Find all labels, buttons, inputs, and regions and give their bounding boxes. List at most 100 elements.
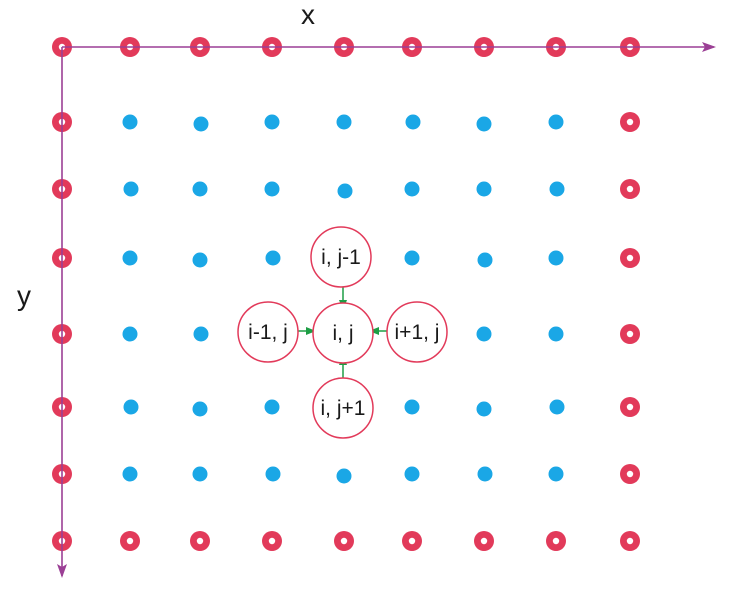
stencil-node-top: i, j-1 [310,226,372,288]
interior-point-dot [192,401,208,417]
boundary-point-center [626,185,634,193]
stencil-node-top-label: i, j-1 [321,246,361,269]
interior-point-dot [193,116,209,132]
boundary-point [620,531,640,551]
stencil-node-right-label: i+1, j [395,321,440,344]
interior-point [193,326,209,342]
interior-point [336,468,352,484]
interior-point [192,466,208,482]
interior-point [549,399,565,415]
interior-point-dot [122,326,138,342]
interior-point-dot [265,250,281,266]
interior-point [122,326,138,342]
interior-point-dot [192,181,208,197]
interior-point [477,252,493,268]
interior-point [265,466,281,482]
stencil-node-center: i, j [312,302,374,364]
interior-point-dot [192,252,208,268]
stencil-node-left-label: i-1, j [248,321,288,344]
interior-point-dot [549,399,565,415]
boundary-point-center [626,330,634,338]
interior-point-dot [548,250,564,266]
stencil-node-center-label: i, j [333,322,354,345]
five-point-stencil: i, j-1 i-1, j i, j i+1, j i, j+1 [237,226,448,439]
interior-point-dot [405,114,421,130]
boundary-point-center [408,537,416,545]
interior-point [337,183,353,199]
boundary-point-center [626,537,634,545]
boundary-point [474,531,494,551]
interior-point-dot [476,401,492,417]
interior-point [548,250,564,266]
boundary-point [620,179,640,199]
interior-point-dot [265,466,281,482]
boundary-point-center [126,537,134,545]
boundary-point-center [626,118,634,126]
boundary-point [402,531,422,551]
interior-point [264,399,280,415]
boundary-point-center [340,537,348,545]
interior-point [548,326,564,342]
interior-point-dot [549,181,565,197]
interior-point [404,181,420,197]
interior-point-dot [193,326,209,342]
x-axis-label: x [301,0,315,30]
interior-point [264,181,280,197]
interior-point [548,114,564,130]
interior-point [476,181,492,197]
stencil-node-bottom-label: i, j+1 [321,397,366,420]
y-axis-label: y [17,280,31,311]
interior-point-dot [337,183,353,199]
interior-point-dot [404,466,420,482]
boundary-point [620,112,640,132]
interior-point [192,181,208,197]
interior-point-dot [477,466,493,482]
interior-point-dot [336,468,352,484]
interior-point-dot [122,114,138,130]
interior-point [548,466,564,482]
interior-point-dot [123,399,139,415]
interior-point [264,114,280,130]
stencil-node-right: i+1, j [386,301,448,363]
interior-point-dot [477,252,493,268]
boundary-point-center [626,470,634,478]
boundary-point [620,397,640,417]
boundary-point [546,531,566,551]
interior-point-dot [123,181,139,197]
interior-point [404,250,420,266]
interior-point [549,181,565,197]
boundary-point-center [196,537,204,545]
boundary-point-center [480,537,488,545]
interior-point-dot [404,250,420,266]
interior-point [192,252,208,268]
interior-point-dot [476,116,492,132]
boundary-point-center [552,537,560,545]
stencil-node-left: i-1, j [237,301,299,363]
interior-point [404,399,420,415]
interior-point [265,250,281,266]
interior-point [404,466,420,482]
interior-point [476,326,492,342]
boundary-point-center [626,403,634,411]
interior-point [122,250,138,266]
boundary-point [190,531,210,551]
boundary-point [620,248,640,268]
interior-point-dot [122,250,138,266]
interior-point [477,466,493,482]
interior-point [336,114,352,130]
interior-point-dot [192,466,208,482]
interior-point [123,181,139,197]
interior-point [476,116,492,132]
interior-point [405,114,421,130]
interior-point-dot [264,399,280,415]
stencil-node-bottom: i, j+1 [312,377,374,439]
interior-point [193,116,209,132]
interior-point [123,399,139,415]
interior-point-dot [336,114,352,130]
boundary-point-center [626,254,634,262]
interior-point [476,401,492,417]
interior-point [192,401,208,417]
interior-point-dot [548,114,564,130]
